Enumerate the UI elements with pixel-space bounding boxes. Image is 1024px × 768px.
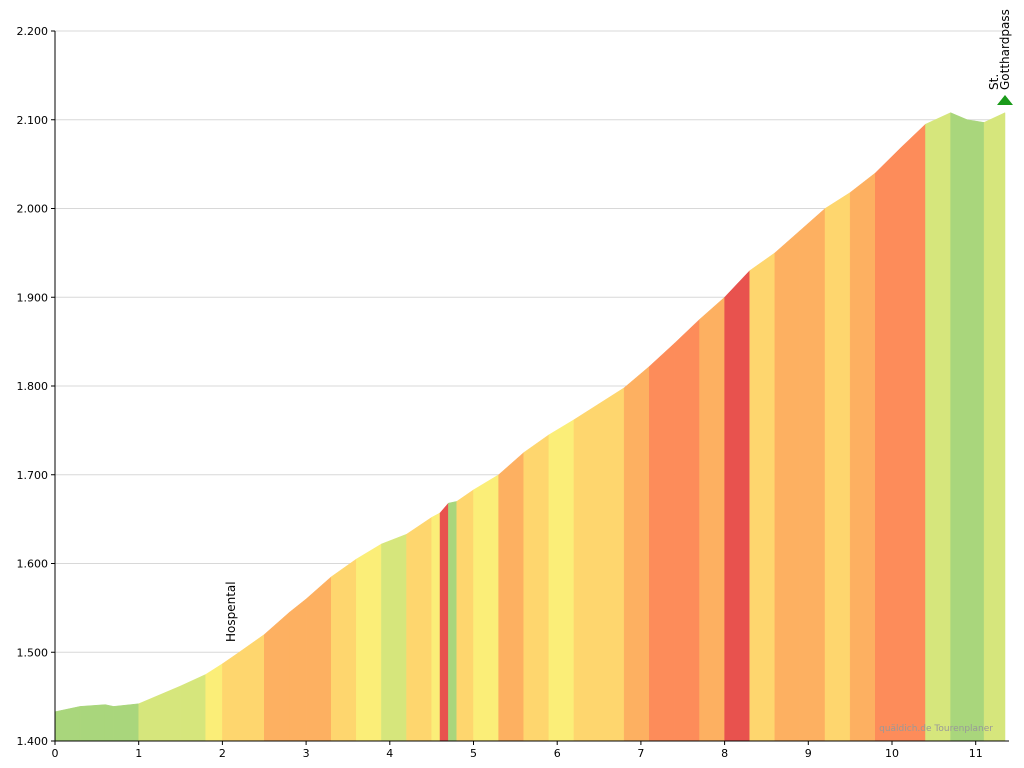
y-tick-label: 2.200 <box>17 25 49 38</box>
profile-segment <box>305 576 332 742</box>
profile-segment <box>456 489 474 742</box>
profile-segment <box>180 674 206 742</box>
profile-segment <box>774 230 801 742</box>
profile-segment <box>113 703 139 742</box>
profile-segment <box>79 704 106 742</box>
y-tick-label: 1.600 <box>17 558 49 571</box>
profile-segment <box>330 558 357 742</box>
y-tick-label: 2.000 <box>17 203 49 216</box>
watermark: quäldich.de Tourenplaner <box>879 724 993 734</box>
profile-segment <box>623 365 650 742</box>
x-tick-label: 10 <box>885 747 899 760</box>
x-tick-label: 2 <box>219 747 226 760</box>
profile-segment <box>381 533 407 742</box>
y-tick-label: 2.100 <box>17 114 49 127</box>
profile-segment <box>431 512 441 742</box>
profile-segment <box>473 474 499 742</box>
x-tick-label: 7 <box>637 747 644 760</box>
x-tick-label: 8 <box>721 747 728 760</box>
profile-segment <box>448 501 458 742</box>
x-tick-label: 4 <box>386 747 393 760</box>
plot: 1.400 1.500 1.600 1.700 1.800 1.900 2.000 2.100… <box>17 9 1013 760</box>
profile-segment <box>439 502 449 742</box>
profile-segment <box>950 112 968 742</box>
profile-segment <box>264 611 290 742</box>
y-tick-label: 1.900 <box>17 291 49 304</box>
profile-segment <box>548 419 575 742</box>
profile-segment <box>925 112 951 742</box>
x-tick-label: 5 <box>470 747 477 760</box>
profile-segment <box>104 704 114 742</box>
profile-segment <box>699 296 725 742</box>
x-tick-label: 3 <box>303 747 310 760</box>
profile-segment <box>875 147 901 742</box>
profile-segment <box>824 192 851 742</box>
profile-segment <box>138 696 156 742</box>
profile-segment <box>799 207 826 742</box>
x-tick-label: 6 <box>554 747 561 760</box>
y-tick-label: 1.500 <box>17 646 49 659</box>
profile-segment <box>724 269 750 742</box>
profile-segment <box>900 123 926 742</box>
y-tick-label: 1.800 <box>17 380 49 393</box>
y-tick-label: 1.700 <box>17 469 49 482</box>
profile-segment <box>155 685 181 742</box>
profile-segment <box>598 387 625 742</box>
profile-segment <box>573 403 600 742</box>
profile-segment <box>498 452 524 742</box>
profile-segment <box>205 663 223 742</box>
profile-segment <box>749 252 776 742</box>
profile-segment <box>849 172 876 742</box>
x-tick-label: 9 <box>805 747 812 760</box>
profile-segment <box>406 516 432 742</box>
profile-segment <box>674 318 700 742</box>
x-tick-label: 11 <box>969 747 983 760</box>
profile-segment <box>54 706 81 742</box>
profile-segment <box>289 598 307 742</box>
x-tick-label: 1 <box>135 747 142 760</box>
profile-segment <box>523 434 550 742</box>
pass-icon <box>997 95 1013 105</box>
annotation-label: Gotthardpass <box>998 9 1012 90</box>
profile-segment <box>356 543 382 742</box>
y-tick-label: 1.400 <box>17 735 49 748</box>
profile-segment <box>649 342 675 742</box>
profile-segment <box>983 112 1006 742</box>
profile-segment <box>238 634 265 742</box>
profile-segment <box>222 651 240 742</box>
x-tick-label: 0 <box>52 747 59 760</box>
annotation-label: Hospental <box>224 581 238 642</box>
annotation-label: St. <box>987 74 1001 90</box>
profile-segment <box>967 119 985 742</box>
